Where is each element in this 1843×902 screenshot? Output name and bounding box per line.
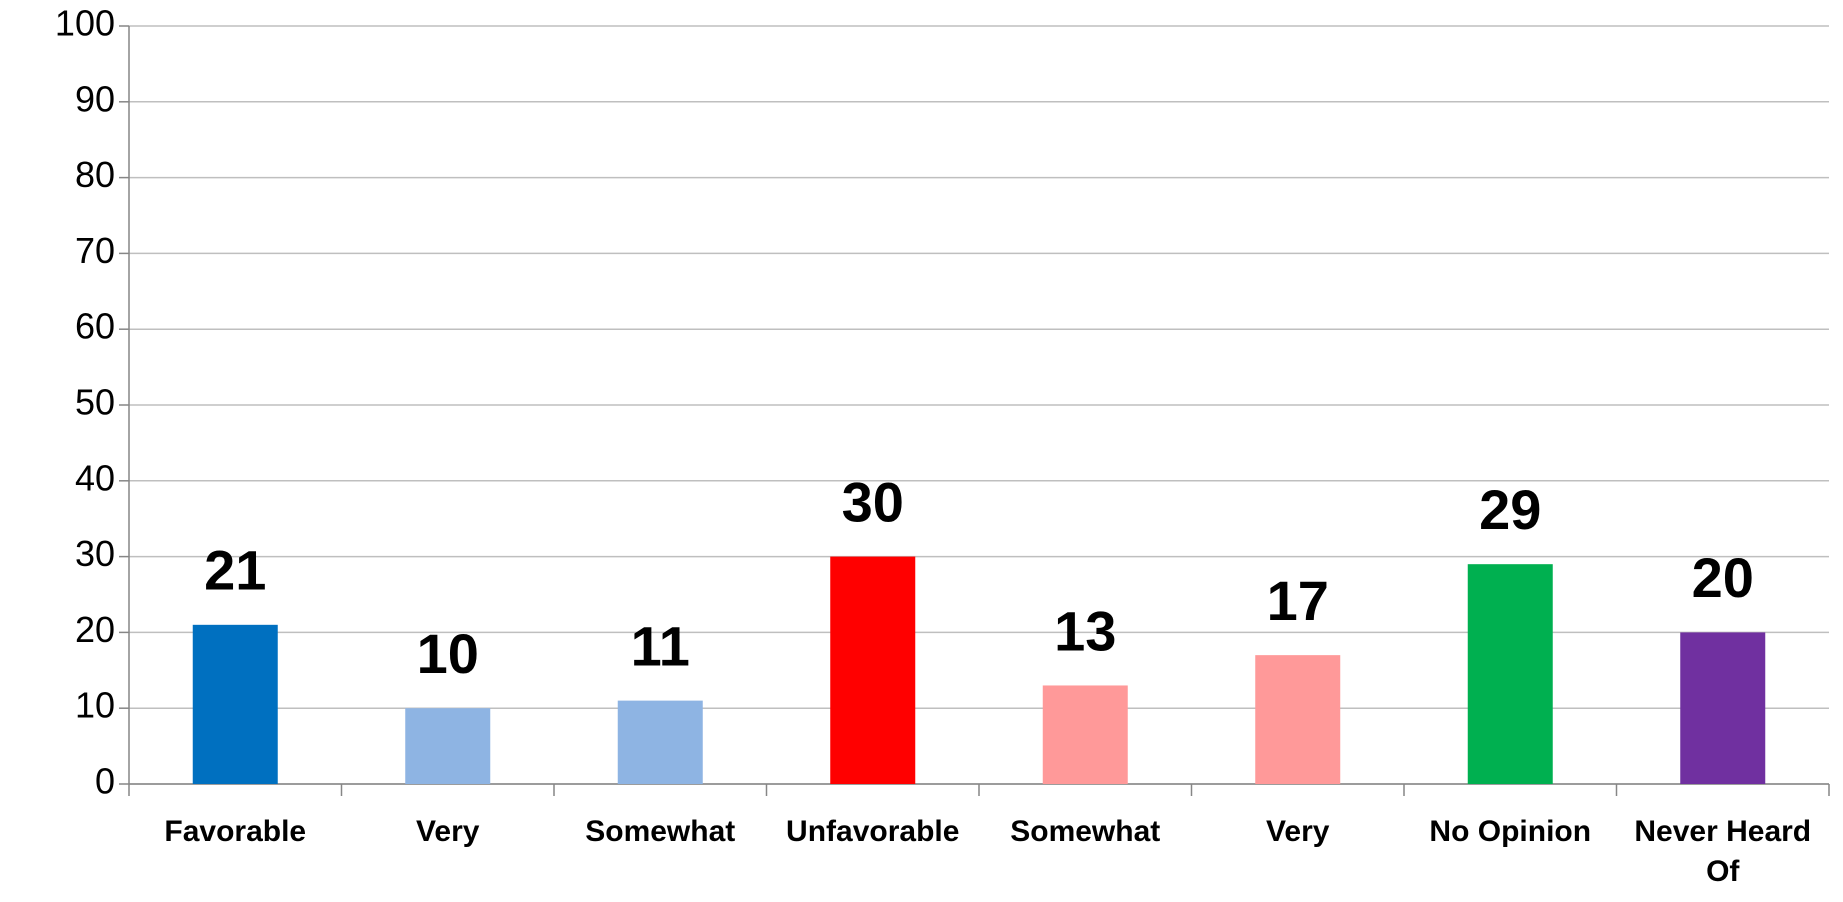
y-tick-label: 10: [75, 685, 115, 726]
x-tick-label: No Opinion: [1429, 815, 1592, 848]
y-tick-label: 50: [75, 382, 115, 423]
y-tick-label: 60: [75, 306, 115, 347]
value-label: 29: [1479, 478, 1541, 541]
bar: [192, 624, 278, 784]
bar: [405, 708, 491, 784]
x-tick-label: Very: [1266, 815, 1330, 848]
y-tick-label: 30: [75, 533, 115, 574]
bar: [617, 700, 703, 784]
bar: [830, 556, 916, 784]
value-label: 17: [1267, 569, 1329, 632]
bar: [1680, 632, 1766, 784]
value-label: 13: [1054, 599, 1116, 662]
x-tick-label: Never Heard Of: [1634, 815, 1812, 888]
y-tick-label: 90: [75, 78, 115, 119]
x-tick-label: Favorable: [164, 815, 307, 848]
value-label: 30: [842, 470, 904, 533]
y-tick-label: 80: [75, 154, 115, 195]
bar: [1467, 564, 1553, 784]
value-label: 20: [1692, 546, 1754, 609]
x-tick-label: Very: [416, 815, 480, 848]
y-tick-label: 20: [75, 609, 115, 650]
y-tick-label: 100: [55, 3, 115, 44]
y-tick-label: 70: [75, 230, 115, 271]
value-label: 11: [631, 614, 690, 677]
value-label: 21: [204, 539, 266, 602]
y-tick-label: 0: [95, 761, 115, 802]
bar: [1255, 655, 1341, 784]
y-tick-label: 40: [75, 457, 115, 498]
bar: [1042, 685, 1128, 784]
x-tick-label: Somewhat: [585, 815, 736, 848]
x-tick-label: Somewhat: [1010, 815, 1161, 848]
x-tick-label: Unfavorable: [786, 815, 960, 848]
value-label: 10: [417, 622, 479, 685]
